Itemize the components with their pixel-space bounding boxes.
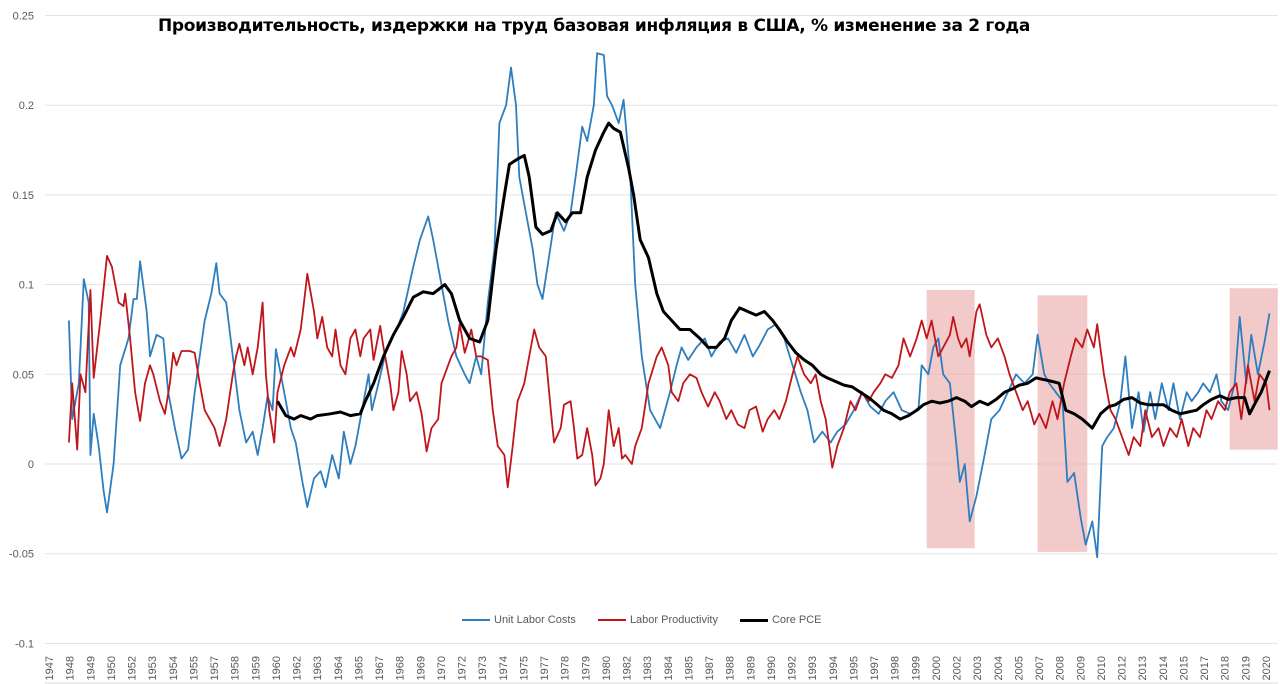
x-tick-label: 1993 xyxy=(807,656,819,680)
x-tick-label: 1969 xyxy=(415,656,427,680)
x-tick-label: 1959 xyxy=(250,656,262,680)
x-tick-label: 2002 xyxy=(952,656,964,680)
x-tick-label: 2007 xyxy=(1034,656,1046,680)
y-tick-label: 0 xyxy=(28,459,34,471)
y-tick-label: 0.25 xyxy=(13,11,34,23)
legend-item-unit-labor-costs: Unit Labor Costs xyxy=(462,614,576,626)
y-tick-label: -0.1 xyxy=(15,638,34,650)
x-tick-label: 2003 xyxy=(972,656,984,680)
x-tick-label: 2014 xyxy=(1158,656,1170,680)
x-tick-label: 1960 xyxy=(271,656,283,680)
x-tick-label: 1995 xyxy=(848,656,860,680)
x-tick-label: 1989 xyxy=(745,656,757,680)
x-tick-label: 1997 xyxy=(869,656,881,680)
x-tick-label: 2017 xyxy=(1199,656,1211,680)
series-line-labor-productivity xyxy=(68,255,1271,489)
legend-label: Labor Productivity xyxy=(629,614,718,626)
legend-item-core-pce: Core PCE xyxy=(739,614,822,626)
x-tick-label: 2012 xyxy=(1117,656,1129,680)
legend-swatch-blue xyxy=(462,619,490,621)
y-tick-label: 0.2 xyxy=(19,100,34,112)
legend-swatch-black xyxy=(739,618,768,622)
x-tick-label: 1965 xyxy=(353,656,365,680)
x-axis-ticks: 1947 1948 1949 1950 1952 1953 1954 1955 1957 1958… xyxy=(44,656,1273,680)
y-axis-ticks: 0.25 0.2 0.15 0.1 0.05 0 -0.05 -0.1 xyxy=(9,11,34,651)
x-tick-label: 1949 xyxy=(85,656,97,680)
x-tick-label: 2020 xyxy=(1261,656,1273,680)
x-tick-label: 2010 xyxy=(1096,656,1108,680)
x-tick-label: 1979 xyxy=(580,656,592,680)
x-tick-label: 1978 xyxy=(560,656,572,680)
series-lines xyxy=(68,52,1271,559)
x-tick-label: 1984 xyxy=(663,656,675,680)
x-tick-label: 1973 xyxy=(477,656,489,680)
x-tick-label: 1998 xyxy=(890,656,902,680)
x-tick-label: 2004 xyxy=(993,656,1005,680)
legend-item-labor-productivity: Labor Productivity xyxy=(597,614,718,626)
x-tick-label: 1987 xyxy=(704,656,716,680)
legend-swatch-red xyxy=(597,619,626,621)
chart-title: Производительность, издержки на труд баз… xyxy=(157,16,1030,36)
x-tick-label: 1980 xyxy=(601,656,613,680)
x-tick-label: 1994 xyxy=(828,656,840,680)
legend-label: Core PCE xyxy=(771,614,822,626)
highlight-regions xyxy=(926,288,1278,552)
x-tick-label: 1967 xyxy=(374,656,386,680)
legend: Unit Labor Costs Labor Productivity Core… xyxy=(462,614,822,626)
x-tick-label: 2000 xyxy=(931,656,943,680)
x-tick-label: 1962 xyxy=(292,656,304,680)
y-tick-label: 0.05 xyxy=(13,369,34,381)
y-tick-label: -0.05 xyxy=(9,549,34,561)
x-tick-label: 1953 xyxy=(147,656,159,680)
x-tick-label: 1988 xyxy=(725,656,737,680)
series-line-unit-labor-costs xyxy=(68,52,1271,559)
x-tick-label: 1992 xyxy=(787,656,799,680)
x-tick-label: 1955 xyxy=(188,656,200,680)
x-tick-label: 2018 xyxy=(1220,656,1232,680)
x-tick-label: 1985 xyxy=(683,656,695,680)
highlight-region xyxy=(1229,288,1278,450)
x-tick-label: 1958 xyxy=(230,656,242,680)
x-tick-label: 2019 xyxy=(1240,656,1252,680)
x-tick-label: 1968 xyxy=(395,656,407,680)
series-line-core-pce xyxy=(276,121,1271,430)
x-tick-label: 1972 xyxy=(457,656,469,680)
x-tick-label: 1977 xyxy=(539,656,551,680)
x-tick-label: 1963 xyxy=(312,656,324,680)
x-tick-label: 1982 xyxy=(622,656,634,680)
x-tick-label: 1970 xyxy=(436,656,448,680)
x-tick-label: 2015 xyxy=(1178,656,1190,680)
gridlines xyxy=(45,15,1278,684)
x-tick-label: 2009 xyxy=(1075,656,1087,680)
x-tick-label: 1975 xyxy=(518,656,530,680)
x-tick-label: 1964 xyxy=(333,656,345,680)
x-tick-label: 1999 xyxy=(910,656,922,680)
x-tick-label: 1990 xyxy=(766,656,778,680)
x-tick-label: 2005 xyxy=(1013,656,1025,680)
x-tick-label: 1952 xyxy=(127,656,139,680)
x-tick-label: 1950 xyxy=(106,656,118,680)
x-tick-label: 1983 xyxy=(642,656,654,680)
y-tick-label: 0.15 xyxy=(13,190,34,202)
y-tick-label: 0.1 xyxy=(19,280,34,292)
x-tick-label: 1947 xyxy=(44,656,56,680)
x-tick-label: 1948 xyxy=(65,656,77,680)
legend-label: Unit Labor Costs xyxy=(494,614,576,626)
x-tick-label: 1974 xyxy=(498,656,510,680)
x-tick-label: 2013 xyxy=(1137,656,1149,680)
x-tick-label: 2008 xyxy=(1055,656,1067,680)
x-tick-label: 1957 xyxy=(209,656,221,680)
x-tick-label: 1954 xyxy=(168,656,180,680)
